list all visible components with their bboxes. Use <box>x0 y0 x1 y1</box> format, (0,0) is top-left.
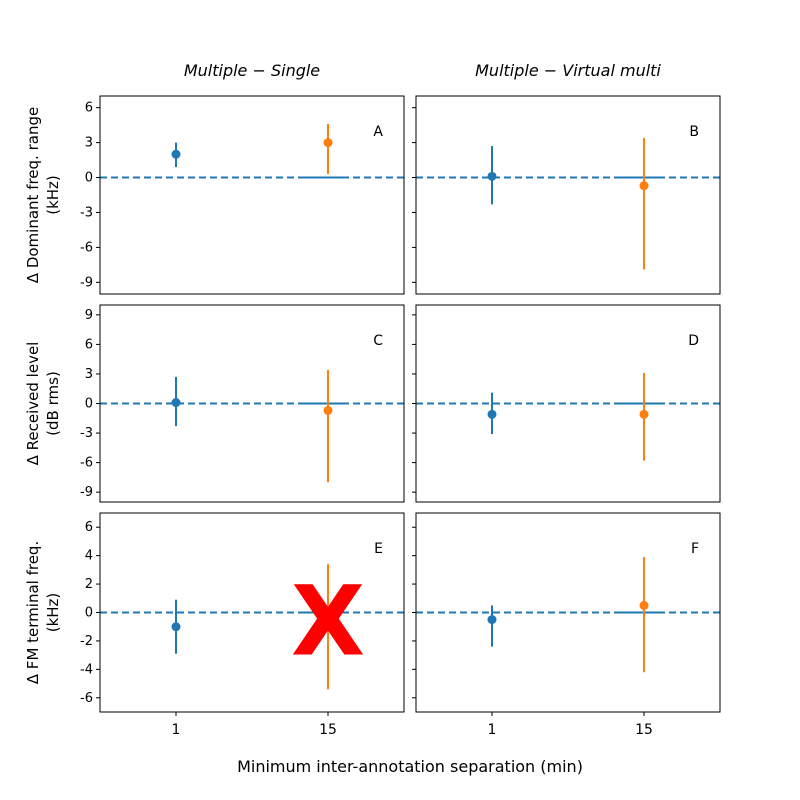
panel-letter: D <box>688 333 699 349</box>
data-point <box>171 622 181 632</box>
y-tick-label: 3 <box>85 367 93 382</box>
column-title: Multiple − Single <box>184 61 320 80</box>
y-tick-label: -4 <box>80 662 93 677</box>
x-tick-label: 15 <box>635 722 653 738</box>
data-point <box>323 138 333 148</box>
y-tick-label: 6 <box>85 337 93 352</box>
panel-letter: E <box>374 541 383 557</box>
y-axis-label-line: (kHz) <box>44 593 62 633</box>
data-point <box>171 398 181 408</box>
y-axis-label-line: (kHz) <box>44 175 62 215</box>
y-tick-label: 3 <box>85 136 93 151</box>
data-point <box>487 615 497 625</box>
panel-letter: A <box>373 124 383 140</box>
data-point <box>639 409 649 419</box>
panel-frame <box>99 95 405 295</box>
x-tick-label: 1 <box>172 722 181 738</box>
data-point <box>639 181 649 191</box>
data-point <box>487 171 497 181</box>
y-tick-label: 0 <box>85 606 93 621</box>
y-axis-label-line: Δ Dominant freq. range <box>24 107 42 283</box>
y-axis-label-line: Δ FM terminal freq. <box>24 541 42 684</box>
red-x-annotation: X <box>291 566 365 678</box>
panel-f: 1 15 F <box>412 512 721 738</box>
y-tick-label: -6 <box>80 456 93 471</box>
panel-letter: F <box>691 541 699 557</box>
x-tick-label: 1 <box>488 722 497 738</box>
y-tick-label: 4 <box>85 549 93 564</box>
panel-d: D <box>412 304 721 503</box>
data-point <box>639 600 649 610</box>
panel-frame <box>415 95 721 295</box>
column-title: Multiple − Virtual multi <box>475 61 661 80</box>
data-point <box>323 615 333 625</box>
y-tick-label: 6 <box>85 520 93 535</box>
panel-letter: C <box>373 333 383 349</box>
y-tick-label: -3 <box>80 426 93 441</box>
y-tick-label: 0 <box>85 171 93 186</box>
y-tick-label: -9 <box>80 275 93 290</box>
y-tick-label: -6 <box>80 240 93 255</box>
panel-b: B <box>412 95 721 295</box>
y-axis-label-line: Δ Received level <box>24 342 42 466</box>
y-tick-label: -2 <box>80 634 93 649</box>
y-tick-label: 0 <box>85 397 93 412</box>
data-point <box>171 149 181 159</box>
y-tick-label: -6 <box>80 691 93 706</box>
y-tick-label: 2 <box>85 577 93 592</box>
y-axis-label-line: (dB rms) <box>44 371 62 436</box>
y-tick-label: -9 <box>80 485 93 500</box>
y-tick-label: 9 <box>85 308 93 323</box>
panel-c: -9 -6 -3 0 3 6 9 C <box>80 304 405 503</box>
panel-a: -9 -6 -3 0 3 6 A <box>80 95 405 295</box>
y-tick-label: -3 <box>80 205 93 220</box>
data-point <box>487 409 497 419</box>
x-axis-label: Minimum inter-annotation separation (min… <box>237 757 583 776</box>
panel-e: -6 -4 -2 0 2 4 6 1 15 EX <box>80 512 405 738</box>
data-point <box>323 405 333 415</box>
y-tick-label: 6 <box>85 101 93 116</box>
x-tick-label: 15 <box>319 722 337 738</box>
panel-letter: B <box>689 124 699 140</box>
